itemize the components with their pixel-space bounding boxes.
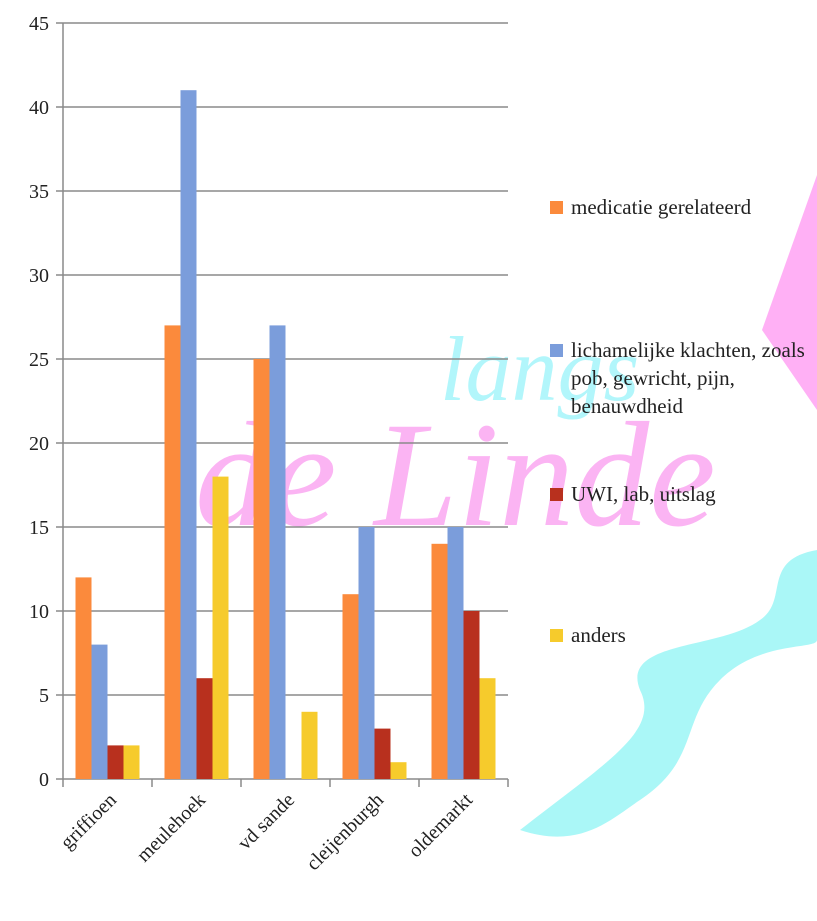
bar — [123, 745, 140, 779]
x-tick-label: griffioen — [56, 789, 121, 854]
y-tick-label: 10 — [29, 601, 49, 623]
legend-label: UWI, lab, uitslag — [571, 482, 716, 506]
bar — [374, 728, 391, 779]
legend-swatch — [550, 488, 563, 501]
bar — [269, 325, 286, 779]
legend-item: medicatie gerelateerd — [550, 193, 815, 221]
bar — [342, 594, 359, 779]
x-tick-label: vd sande — [234, 789, 300, 855]
bar — [164, 325, 181, 779]
y-tick-label: 45 — [29, 13, 49, 35]
y-tick-label: 40 — [29, 97, 49, 119]
y-tick-label: 20 — [29, 433, 49, 455]
bar — [447, 527, 464, 779]
legend-item: anders — [550, 621, 815, 649]
bar — [212, 476, 229, 779]
legend-swatch — [550, 629, 563, 642]
legend-swatch — [550, 344, 563, 357]
legend-label: lichamelijke klachten, zoals pob, gewric… — [571, 338, 805, 418]
bar — [463, 611, 480, 779]
legend-label: anders — [571, 623, 626, 647]
bar — [196, 678, 213, 779]
bar — [253, 359, 270, 779]
bar — [107, 745, 124, 779]
y-tick-label: 0 — [39, 769, 49, 791]
y-tick-label: 30 — [29, 265, 49, 287]
x-tick-label: cleijenburgh — [302, 789, 388, 875]
deco-shape — [520, 550, 817, 837]
legend-swatch — [550, 201, 563, 214]
y-tick-label: 15 — [29, 517, 49, 539]
bar — [301, 711, 318, 779]
bar — [180, 90, 197, 779]
x-tick-label: oldemarkt — [404, 789, 477, 862]
bar — [358, 527, 375, 779]
legend-item: UWI, lab, uitslag — [550, 480, 815, 508]
y-tick-label: 5 — [39, 685, 49, 707]
bar — [75, 577, 92, 779]
legend-item: lichamelijke klachten, zoals pob, gewric… — [550, 336, 815, 420]
y-tick-label: 35 — [29, 181, 49, 203]
bar — [431, 543, 448, 779]
watermark-text: langs — [440, 318, 639, 420]
x-tick-label: meulehoek — [132, 789, 210, 867]
bar — [390, 762, 407, 779]
bar — [91, 644, 108, 779]
deco-shape — [762, 175, 817, 410]
bar — [479, 678, 496, 779]
legend-label: medicatie gerelateerd — [571, 195, 752, 219]
y-tick-label: 25 — [29, 349, 49, 371]
